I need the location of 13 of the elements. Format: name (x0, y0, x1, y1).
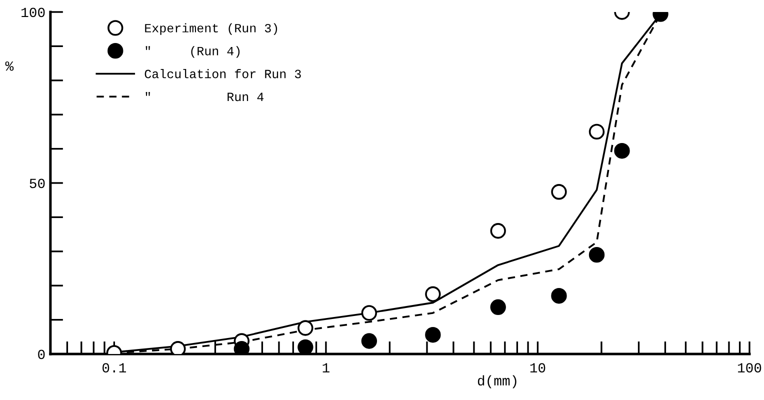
x-tick-label: 0.1 (102, 363, 126, 373)
legend-label: Calculation for Run 3 (144, 69, 301, 78)
y-tick-label: 100 (22, 8, 45, 18)
x-tick-label: 100 (738, 363, 762, 373)
y-tick-label: 50 (30, 178, 45, 188)
x-tick-label: 1 (322, 363, 330, 372)
legend-label: " (Run 4) (146, 46, 240, 58)
legend-label: Experiment (Run 3) (145, 23, 278, 35)
legend-label: " Run 4 (146, 92, 264, 102)
x-axis-title: d(mm) (478, 375, 516, 388)
y-axis-title: % (5, 61, 14, 71)
y-tick-label: 0 (38, 350, 45, 360)
x-tick-label: 10 (530, 363, 546, 373)
